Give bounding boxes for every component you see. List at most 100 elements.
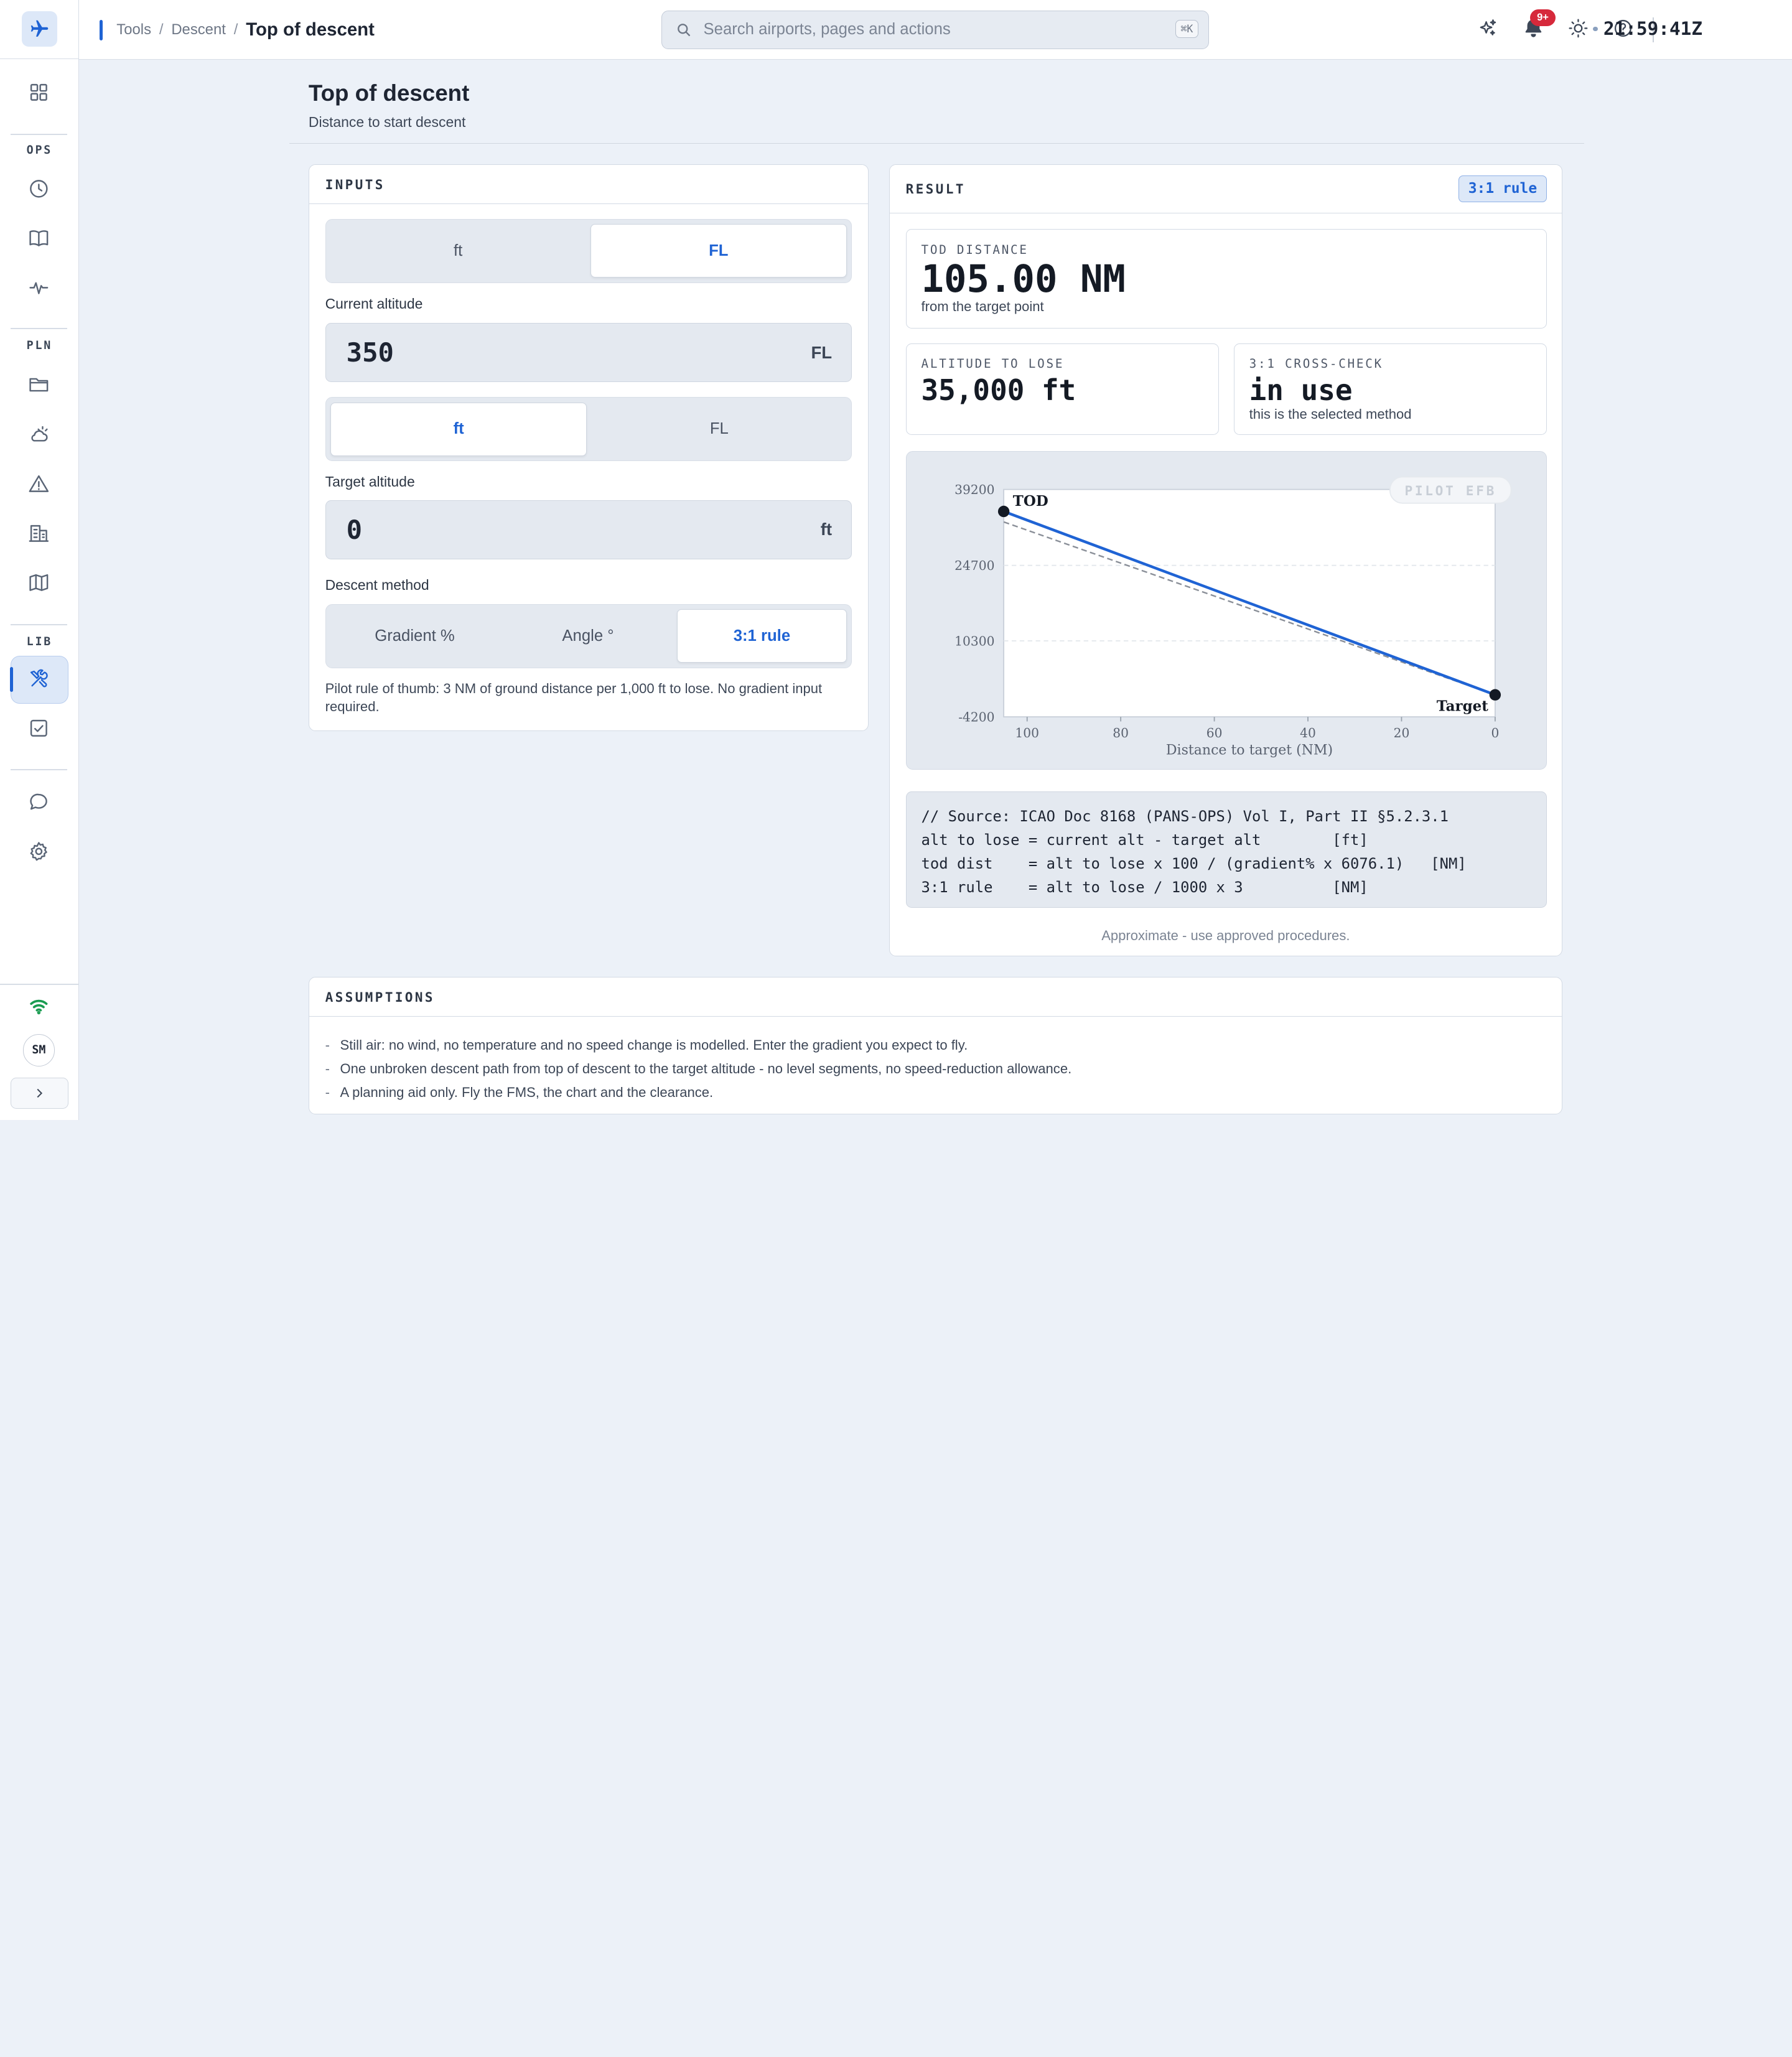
map-icon xyxy=(29,574,49,592)
chat-icon xyxy=(30,793,47,810)
y-tick-label: -4200 xyxy=(958,709,994,724)
airplane-icon xyxy=(30,21,49,37)
current-altitude-label: Current altitude xyxy=(325,295,423,312)
sidebar-section-lib: LIB xyxy=(26,635,53,649)
sidebar-item-settings[interactable] xyxy=(23,836,55,867)
building-icon xyxy=(29,525,49,543)
tod-point xyxy=(997,505,1009,517)
sidebar-item-files[interactable] xyxy=(23,368,55,399)
global-search[interactable]: ⌘K xyxy=(661,10,1210,49)
assumption-item: One unbroken descent path from top of de… xyxy=(325,1057,1546,1081)
sidebar-item-maps[interactable] xyxy=(23,567,55,599)
app-logo[interactable] xyxy=(21,11,57,47)
x-tick-label: 40 xyxy=(1300,725,1316,740)
sun-icon xyxy=(1569,19,1588,38)
descent-method-selector: Gradient % Angle ° 3:1 rule xyxy=(325,604,852,668)
tod-distance-sub: from the target point xyxy=(921,299,1044,315)
target-altitude-value[interactable]: 0 xyxy=(346,514,363,545)
help-icon xyxy=(1614,20,1631,37)
assistant-button[interactable] xyxy=(1475,16,1500,41)
sidebar-item-library[interactable] xyxy=(23,222,55,253)
x-tick-label: 60 xyxy=(1206,725,1222,740)
target-altitude-label: Target altitude xyxy=(325,473,415,490)
cross-check-label: 3:1 CROSS-CHECK xyxy=(1249,357,1383,371)
target-unit-ft[interactable]: ft xyxy=(330,402,587,456)
assumptions-list: Still air: no wind, no temperature and n… xyxy=(309,1017,1562,1104)
descent-path-line xyxy=(1002,510,1496,696)
sidebar-item-checklists[interactable] xyxy=(23,712,55,744)
sidebar: OPS PLN LIB SM xyxy=(0,0,79,1120)
x-tick-label: 20 xyxy=(1393,725,1409,740)
y-tick-label: 10300 xyxy=(954,633,994,648)
current-unit-ft[interactable]: ft xyxy=(453,241,463,259)
altitude-to-lose-card: ALTITUDE TO LOSE 35,000 ft xyxy=(905,343,1219,435)
assumption-item: A planning aid only. Fly the FMS, the ch… xyxy=(325,1081,1546,1104)
current-unit-toggle: ft FL xyxy=(325,218,852,283)
x-tick-label: 100 xyxy=(1015,725,1039,740)
search-shortcut: ⌘K xyxy=(1175,20,1198,38)
x-tick-label: 0 xyxy=(1491,725,1499,740)
cross-check-value: in use xyxy=(1249,373,1353,407)
tod-distance-label: TOD DISTANCE xyxy=(921,242,1029,257)
sidebar-item-messages[interactable] xyxy=(23,786,55,818)
notification-badge: 9+ xyxy=(1530,9,1556,27)
current-altitude-value[interactable]: 350 xyxy=(346,337,394,368)
target-altitude-unit: ft xyxy=(820,520,833,539)
sidebar-item-weather[interactable] xyxy=(23,418,55,450)
tod-label: TOD xyxy=(1012,492,1048,509)
page-title: Top of descent xyxy=(308,80,470,106)
formula-block: // Source: ICAO Doc 8168 (PANS-OPS) Vol … xyxy=(905,791,1547,908)
sidebar-item-dashboard[interactable] xyxy=(23,77,55,108)
target-unit-toggle: ft FL xyxy=(325,397,852,462)
search-input[interactable] xyxy=(703,21,1161,39)
formula-line: tod dist = alt to lose x 100 / (gradient… xyxy=(921,855,1467,873)
breadcrumb: Tools / Descent / Top of descent xyxy=(99,19,375,40)
disclaimer: Approximate - use approved procedures. xyxy=(1101,927,1350,943)
top-bar: Tools / Descent / Top of descent ⌘K xyxy=(78,0,1792,60)
sidebar-item-activity[interactable] xyxy=(23,272,55,304)
current-unit-fl[interactable]: FL xyxy=(590,224,847,278)
avatar[interactable]: SM xyxy=(22,1034,55,1066)
sparkles-icon xyxy=(1480,19,1496,36)
sidebar-item-tools-active[interactable] xyxy=(9,656,69,704)
altitude-to-lose-value: 35,000 ft xyxy=(921,373,1076,407)
inputs-panel: INPUTS ft FL Current altitude 350 FL ft … xyxy=(308,164,869,732)
sidebar-section-ops: OPS xyxy=(26,144,53,157)
y-tick-label: 39200 xyxy=(954,482,994,497)
method-gradient[interactable]: Gradient % xyxy=(375,627,455,645)
sidebar-item-alerts[interactable] xyxy=(23,467,55,499)
target-altitude-field[interactable]: 0 ft xyxy=(325,500,852,560)
tod-distance-card: TOD DISTANCE 105.00 NM from the target p… xyxy=(905,229,1547,329)
current-altitude-unit: FL xyxy=(811,342,833,362)
tools-icon xyxy=(30,669,48,688)
y-tick-label: 24700 xyxy=(954,558,994,573)
help-button[interactable] xyxy=(1610,16,1635,41)
watermark-text: PILOT EFB xyxy=(1404,482,1496,498)
method-note: Pilot rule of thumb: 3 NM of ground dist… xyxy=(325,680,823,715)
expand-sidebar-button[interactable] xyxy=(10,1078,69,1109)
target-unit-fl[interactable]: FL xyxy=(709,420,729,438)
breadcrumb-descent[interactable]: Descent xyxy=(171,21,226,39)
sidebar-item-clock[interactable] xyxy=(23,172,55,204)
method-angle[interactable]: Angle ° xyxy=(562,627,614,645)
sidebar-item-tools[interactable] xyxy=(23,663,55,694)
altitude-to-lose-label: ALTITUDE TO LOSE xyxy=(921,357,1065,371)
pulse-icon xyxy=(29,282,49,295)
formula-line: // Source: ICAO Doc 8168 (PANS-OPS) Vol … xyxy=(921,808,1449,826)
x-axis-label: Distance to target (NM) xyxy=(1166,742,1333,758)
settings-icon xyxy=(30,842,47,861)
target-point xyxy=(1489,689,1501,701)
method-3-1-rule[interactable]: 3:1 rule xyxy=(676,609,847,663)
folder-icon xyxy=(29,378,49,392)
breadcrumb-current: Top of descent xyxy=(246,19,375,40)
checklist-icon xyxy=(30,719,47,737)
method-tag: 3:1 rule xyxy=(1458,175,1547,202)
breadcrumb-tools[interactable]: Tools xyxy=(116,21,151,39)
cross-check-sub: this is the selected method xyxy=(1249,406,1412,422)
result-heading: RESULT xyxy=(889,165,1562,213)
sidebar-item-airports[interactable] xyxy=(23,518,55,549)
reference-descent-line xyxy=(1003,521,1495,696)
theme-toggle[interactable] xyxy=(1566,16,1590,41)
cross-check-card: 3:1 CROSS-CHECK in use this is the selec… xyxy=(1233,343,1547,435)
current-altitude-field[interactable]: 350 FL xyxy=(325,322,852,383)
